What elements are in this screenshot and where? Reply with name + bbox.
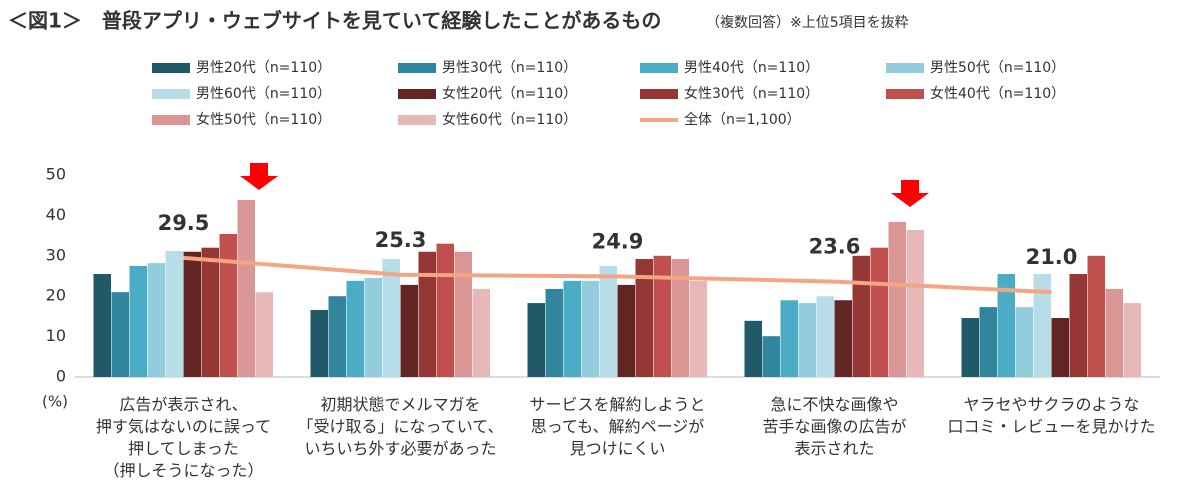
legend-label: 女性40代（n=110） [930, 85, 1065, 102]
y-tick-label: 20 [46, 286, 66, 305]
legend-label: 女性50代（n=110） [196, 111, 331, 128]
legend-label: 男性40代（n=110） [684, 60, 819, 76]
bar [255, 292, 273, 377]
bar [762, 336, 780, 377]
y-tick-label: 40 [46, 205, 66, 224]
y-tick-label: 0 [56, 367, 66, 386]
data-label: 23.6 [809, 235, 861, 259]
legend-swatch [152, 115, 190, 125]
bar [906, 229, 924, 377]
bar [961, 318, 979, 377]
data-label: 24.9 [592, 229, 644, 253]
bar [852, 255, 870, 377]
bar [382, 259, 400, 377]
bar [888, 221, 906, 377]
bar [617, 284, 635, 377]
bar [201, 247, 219, 377]
bar [129, 265, 147, 377]
bar [581, 280, 599, 377]
legend-label: 男性20代（n=110） [196, 60, 331, 76]
bar [93, 273, 111, 377]
legend-swatch [398, 63, 436, 73]
legend-label: 女性30代（n=110） [684, 85, 819, 102]
bar [599, 265, 617, 377]
bar [183, 251, 201, 377]
legend-swatch [640, 89, 678, 99]
bar [979, 307, 997, 377]
bar [310, 309, 328, 377]
bar [219, 233, 237, 377]
data-label: 21.0 [1026, 245, 1078, 269]
x-tick-label: サービスを解約しようと思っても、解約ページが見つけにくい [529, 395, 705, 458]
bar [635, 259, 653, 377]
bar [1123, 303, 1141, 377]
legend-label: 全体（n=1,100） [684, 111, 801, 128]
bar [472, 288, 490, 377]
legend-label: 男性50代（n=110） [930, 60, 1065, 76]
bar [400, 284, 418, 377]
x-tick-label: 広告が表示され、押す気はないのに誤って押してしまった（押しそうになった） [96, 395, 271, 480]
bar [237, 200, 255, 377]
bar [364, 278, 382, 377]
legend-swatch [398, 115, 436, 125]
legend-swatch [640, 63, 678, 73]
line [183, 255, 1052, 295]
legend-label: 女性20代（n=110） [442, 85, 577, 102]
bar [870, 247, 888, 377]
bar [744, 320, 762, 377]
chart-title: ＜図1＞ 普段アプリ・ウェブサイトを見ていて経験したことがあるもの [8, 9, 661, 33]
bar [653, 255, 671, 377]
bar [436, 243, 454, 377]
bar [527, 303, 545, 377]
y-tick-label: 50 [46, 165, 66, 184]
bar [454, 251, 472, 377]
highlight-arrows [240, 163, 929, 207]
arrow [891, 180, 929, 207]
legend-swatch [152, 63, 190, 73]
data-label: 25.3 [375, 228, 427, 252]
legend-label: 男性60代（n=110） [196, 86, 331, 102]
legend-label: 男性30代（n=110） [442, 60, 577, 76]
bar [834, 300, 852, 377]
bar [780, 300, 798, 377]
bar [1105, 288, 1123, 377]
bar [418, 251, 436, 377]
x-tick-label: 初期状態でメルマガを「受け取る」になっていて、いちいち外す必要があった [298, 395, 504, 458]
bar [563, 280, 581, 377]
bar [798, 303, 816, 377]
bar [1015, 307, 1033, 377]
bar [111, 292, 129, 377]
y-tick-label: 10 [46, 326, 66, 345]
legend-swatch [398, 89, 436, 99]
bar [545, 288, 563, 377]
legend-label: 女性60代（n=110） [442, 111, 577, 128]
y-tick-label: 30 [46, 245, 66, 264]
bar [147, 263, 165, 377]
bar [671, 259, 689, 377]
legend-swatch [886, 89, 924, 99]
y-axis-label: (%) [42, 393, 68, 411]
bar [1087, 255, 1105, 377]
bar [165, 250, 183, 377]
legend-swatch [886, 63, 924, 73]
x-tick-label: 急に不快な画像や苦手な画像の広告が表示された [762, 395, 906, 458]
bar [816, 296, 834, 377]
bar [689, 280, 707, 377]
x-tick-label: ヤラセやサクラのような口コミ・レビューを見かけた [947, 395, 1155, 436]
data-label: 29.5 [158, 211, 210, 235]
arrow [240, 163, 278, 190]
bar [1033, 273, 1051, 377]
chart-subtitle: （複数回答）※上位5項目を抜粋 [706, 14, 909, 31]
bar [346, 280, 364, 377]
bar [1051, 318, 1069, 377]
bar [328, 296, 346, 377]
bar [1069, 273, 1087, 377]
bar [997, 273, 1015, 377]
legend-swatch [152, 89, 190, 99]
